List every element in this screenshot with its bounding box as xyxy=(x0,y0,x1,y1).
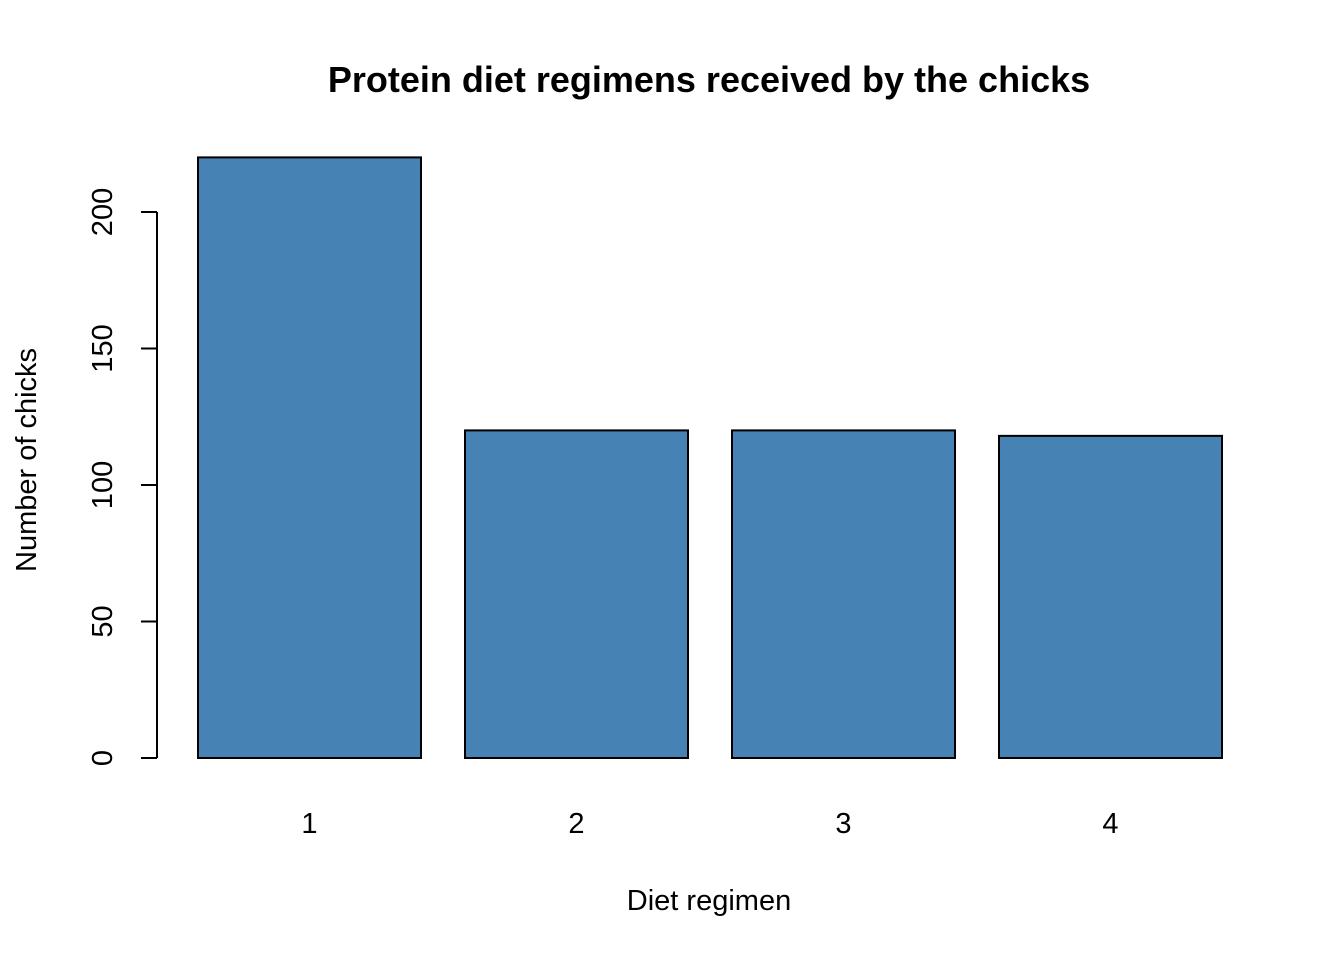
y-tick-label: 50 xyxy=(87,605,119,637)
x-tick-label: 2 xyxy=(568,808,584,840)
x-tick-label: 4 xyxy=(1102,808,1118,840)
bar xyxy=(731,429,956,759)
x-axis-label: Diet regimen xyxy=(627,885,791,917)
x-tick-labels: 1 2 3 4 xyxy=(301,808,1118,840)
x-tick-label: 1 xyxy=(301,808,317,840)
bar xyxy=(998,434,1223,759)
y-tick-label: 0 xyxy=(87,750,119,766)
bar xyxy=(464,429,689,759)
bar xyxy=(197,156,422,759)
y-tick-label: 150 xyxy=(87,324,119,372)
y-axis: 0 50 100 150 200 xyxy=(87,188,158,766)
x-tick-label: 3 xyxy=(835,808,851,840)
y-tick-label: 100 xyxy=(87,461,119,509)
chart-title: Protein diet regimens received by the ch… xyxy=(328,59,1090,100)
bars-group xyxy=(197,156,1223,759)
y-tick-label: 200 xyxy=(87,188,119,236)
y-axis-label: Number of chicks xyxy=(11,348,43,572)
